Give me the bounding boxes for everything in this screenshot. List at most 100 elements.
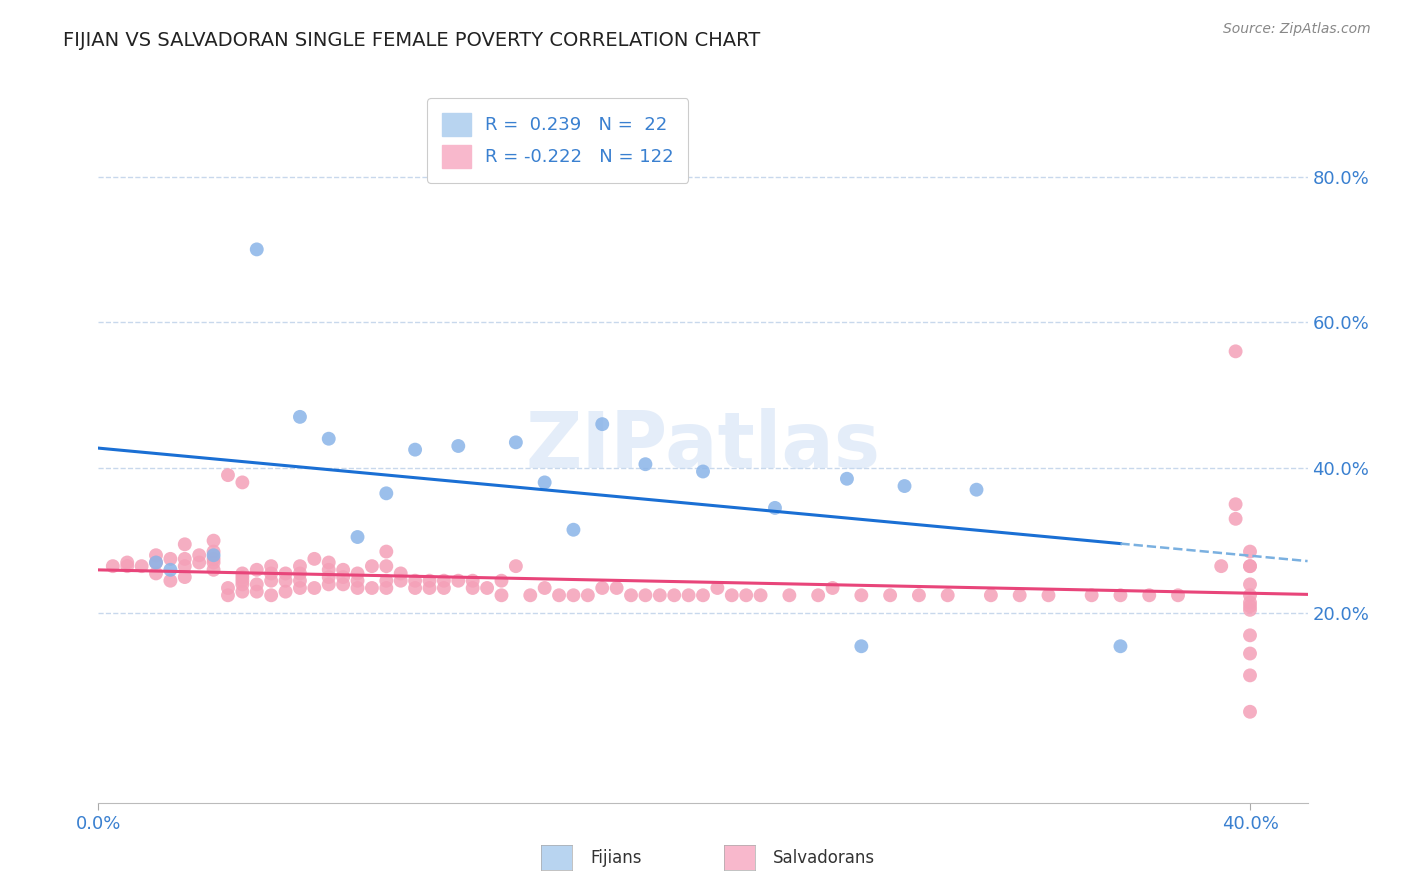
Point [735,588,758,602]
Point [288,559,311,574]
Point [1038,588,1060,602]
Point [1239,596,1261,610]
Point [606,581,628,595]
Point [433,574,456,588]
Point [202,548,225,562]
Point [562,523,585,537]
Point [318,556,340,570]
Point [159,563,181,577]
Point [375,544,398,558]
Point [418,574,440,588]
Point [404,574,426,588]
Point [1239,599,1261,614]
Point [202,544,225,558]
Point [908,588,931,602]
Point [131,559,153,574]
Point [173,552,195,566]
Point [851,588,873,602]
Point [1239,559,1261,574]
Point [461,581,484,595]
Point [1109,588,1132,602]
Point [778,588,800,602]
Point [375,581,398,595]
Point [346,530,368,544]
Point [173,570,195,584]
Point [418,581,440,595]
Point [664,588,686,602]
Point [231,475,253,490]
Point [260,588,283,602]
Point [246,584,269,599]
Point [475,581,498,595]
Point [519,588,541,602]
Legend: R =  0.239   N =  22, R = -0.222   N = 122: R = 0.239 N = 22, R = -0.222 N = 122 [427,98,689,183]
Point [1225,512,1247,526]
Text: ZIPatlas: ZIPatlas [526,408,880,484]
Point [763,500,786,515]
Point [807,588,830,602]
Point [447,439,470,453]
Point [231,566,253,581]
Point [217,468,239,483]
Point [1225,344,1247,359]
Point [1239,647,1261,661]
Point [288,581,311,595]
Point [447,574,470,588]
Point [188,556,211,570]
Point [246,577,269,591]
Point [1239,705,1261,719]
Point [318,432,340,446]
Point [202,533,225,548]
Point [505,559,527,574]
Point [634,588,657,602]
Point [332,570,354,584]
Point [202,556,225,570]
Point [505,435,527,450]
Point [576,588,599,602]
Point [533,581,555,595]
Point [274,584,297,599]
Point [115,559,138,574]
Point [1167,588,1189,602]
Point [332,563,354,577]
Point [231,577,253,591]
Point [159,574,181,588]
Point [375,559,398,574]
Point [318,570,340,584]
Point [318,563,340,577]
Point [433,581,456,595]
Point [1080,588,1102,602]
Point [720,588,742,602]
Text: FIJIAN VS SALVADORAN SINGLE FEMALE POVERTY CORRELATION CHART: FIJIAN VS SALVADORAN SINGLE FEMALE POVER… [63,31,761,50]
Point [274,566,297,581]
Point [1239,588,1261,602]
Point [288,409,311,424]
Point [404,581,426,595]
Point [1239,577,1261,591]
Point [361,559,384,574]
Point [260,559,283,574]
Point [461,574,484,588]
Point [1211,559,1233,574]
Point [1239,603,1261,617]
Point [332,577,354,591]
Point [591,581,613,595]
Point [274,574,297,588]
Point [304,581,326,595]
Point [1239,628,1261,642]
Point [173,537,195,551]
Point [217,588,239,602]
Point [821,581,844,595]
Point [389,574,412,588]
Point [936,588,959,602]
Point [246,243,269,257]
Point [288,566,311,581]
Point [346,581,368,595]
Point [202,552,225,566]
Point [1239,668,1261,682]
Point [246,563,269,577]
Point [375,574,398,588]
Point [145,548,167,562]
Point [188,548,211,562]
Point [231,584,253,599]
